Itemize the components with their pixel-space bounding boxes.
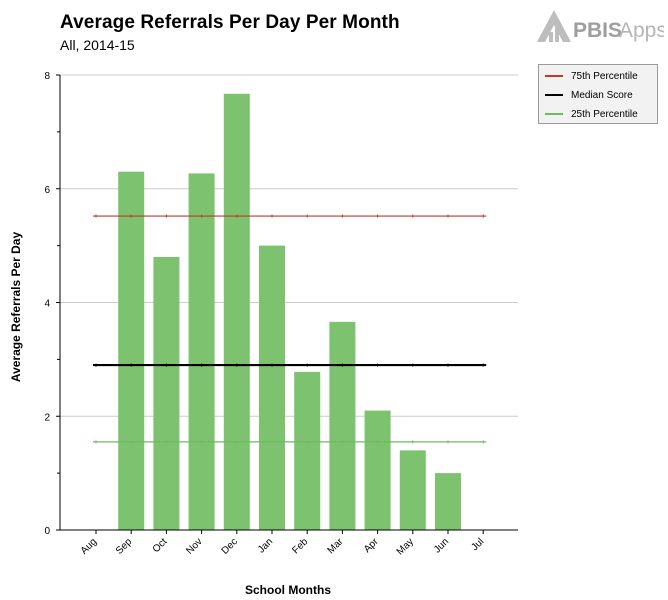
x-tick-label-nov: Nov — [184, 536, 204, 556]
x-tick-label-oct: Oct — [151, 536, 170, 555]
x-tick-label-jan: Jan — [256, 536, 275, 555]
x-tick-label-mar: Mar — [326, 536, 346, 556]
x-tick-label-dec: Dec — [220, 536, 240, 556]
logo-text-light: Apps — [619, 19, 664, 42]
y-tick-label-2: 2 — [44, 412, 50, 423]
legend-label-p75: 75th Percentile — [571, 70, 638, 82]
bars — [118, 93, 461, 531]
x-tick-label-jun: Jun — [432, 536, 451, 555]
bar-dec — [223, 93, 250, 531]
bar-jan — [259, 245, 285, 530]
legend-label-p25: 25th Percentile — [571, 108, 638, 120]
y-tick-label-6: 6 — [44, 185, 50, 196]
bar-may — [399, 450, 426, 530]
bar-nov — [188, 173, 215, 531]
x-tick-labels: Aug Sep Oct Nov Dec Jan Feb Mar Apr May Jun Jul — [79, 536, 487, 558]
x-tick-label-sep: Sep — [114, 536, 135, 557]
pbisapps-logo-icon — [537, 10, 571, 42]
reference-lines — [93, 214, 487, 444]
legend-item-median: Median Score — [545, 88, 633, 102]
y-axis-label: Average Referrals Per Day — [9, 231, 23, 383]
y-tick-label-4: 4 — [44, 299, 50, 310]
chart-legend: 75th Percentile Median Score 25th Percen… — [538, 64, 658, 124]
bar-sep — [118, 171, 145, 530]
y-tick-label-0: 0 — [44, 526, 50, 537]
pbisapps-logo: PBIS Apps — [537, 10, 664, 42]
bar-feb — [294, 371, 321, 530]
bar-apr — [364, 410, 391, 530]
bar-oct — [153, 257, 180, 530]
legend-swatch-median — [545, 94, 563, 96]
x-tick-label-may: May — [395, 536, 416, 557]
legend-swatch-p75 — [545, 75, 563, 77]
legend-swatch-p25 — [545, 113, 563, 115]
logo-text-bold: PBIS — [573, 19, 622, 42]
x-axis-label: School Months — [245, 583, 331, 597]
x-tick-label-feb: Feb — [290, 536, 310, 556]
x-tick-label-jul: Jul — [469, 536, 486, 553]
legend-label-median: Median Score — [571, 89, 633, 101]
bar-jun — [435, 473, 461, 530]
y-tick-label-8: 8 — [44, 71, 50, 82]
bar-mar — [329, 321, 356, 530]
chart-subtitle: All, 2014-15 — [60, 37, 135, 53]
legend-item-p75: 75th Percentile — [545, 69, 638, 83]
chart-title: Average Referrals Per Day Per Month — [60, 12, 400, 33]
y-tick-labels: 0 2 4 6 8 — [44, 71, 50, 537]
legend-item-p25: 25th Percentile — [545, 107, 638, 121]
x-tick-label-aug: Aug — [79, 536, 99, 556]
x-tick-label-apr: Apr — [362, 536, 381, 555]
axes — [56, 74, 518, 534]
